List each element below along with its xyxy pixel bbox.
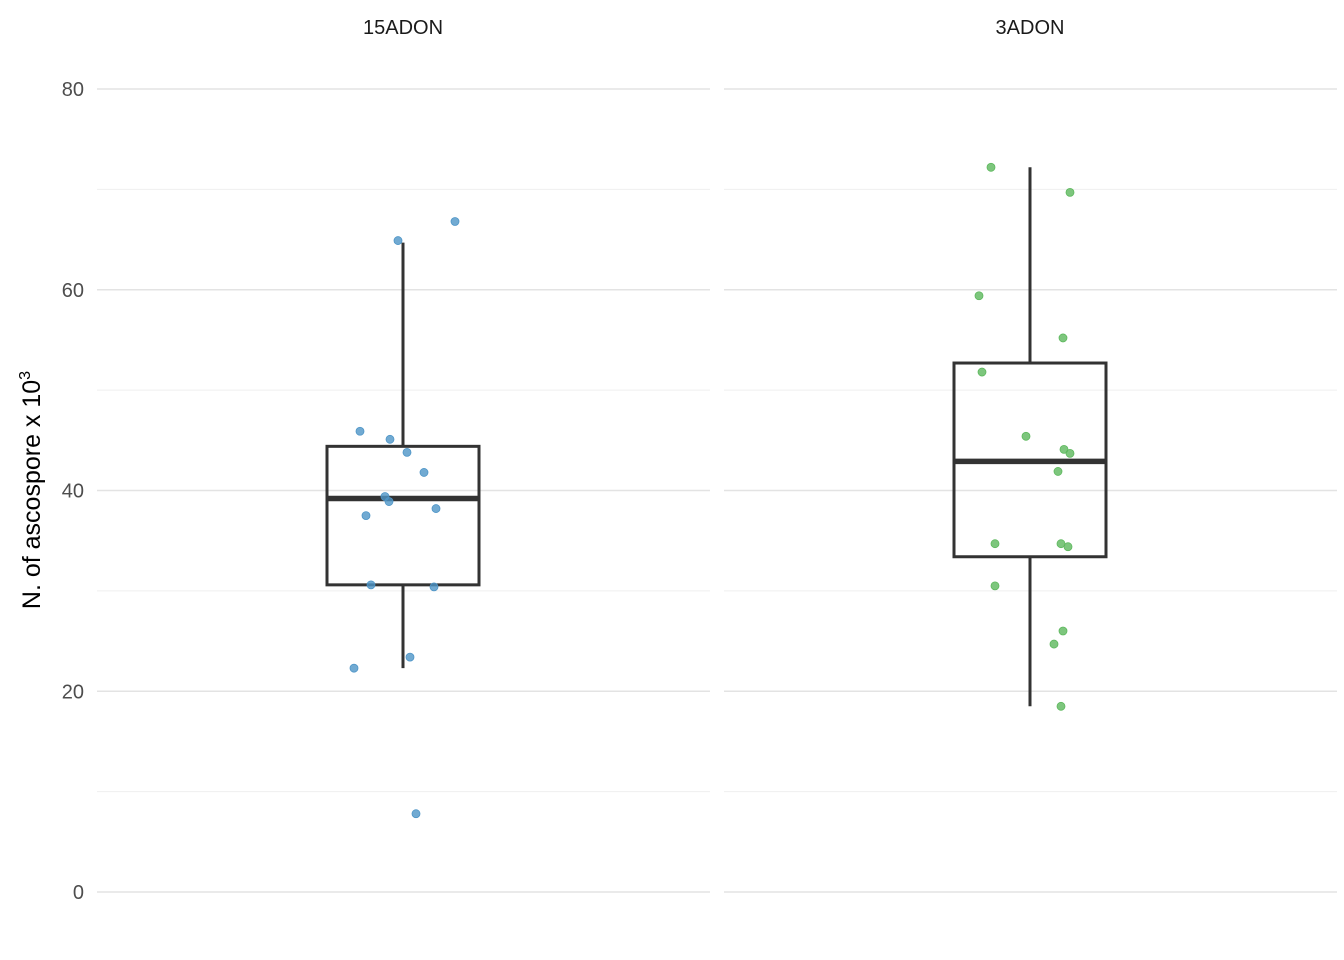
facet-strip-label: 15ADON [363,17,443,39]
data-point [431,504,441,513]
data-point [977,367,987,377]
data-point [419,468,429,477]
data-point [1063,542,1073,552]
data-point [1058,626,1068,636]
data-point [1049,639,1059,649]
data-point [1065,187,1075,197]
data-point [411,809,421,819]
y-tick-label: 20 [62,681,84,703]
data-point [990,581,1000,591]
data-point [405,652,415,662]
facet-panel: 3ADON [952,17,1108,711]
data-point [450,217,460,226]
data-point [361,511,371,520]
iqr-box [325,444,481,587]
grid-layer [97,88,1337,893]
y-tick-label: 80 [62,79,84,101]
y-tick-label: 40 [62,481,84,503]
y-axis-label-superscript: 3 [17,371,34,380]
y-tick-label: 0 [73,882,84,904]
data-point [402,447,412,457]
y-axis-label: N. of ascospore x 103 [17,371,46,609]
data-point [1065,448,1075,458]
data-point [1058,333,1068,343]
data-point [1053,467,1063,476]
data-point [366,580,376,590]
data-point [384,497,394,506]
facets: 15ADON 3ADON [325,17,1108,819]
data-point [990,539,1000,549]
data-point [974,291,984,301]
data-point [1059,444,1069,454]
data-point [349,663,359,673]
data-point [986,162,996,172]
data-point [1056,701,1066,711]
data-point [355,426,365,436]
y-axis-label-text: N. of ascospore x 10 [18,380,46,609]
y-tick-label: 60 [62,280,84,302]
data-point [1021,431,1031,441]
data-point [393,236,403,245]
facet-panel: 15ADON [325,17,481,819]
data-point [429,582,439,592]
y-axis-ticks: 0 20 40 60 80 [62,79,84,904]
data-point [385,434,395,444]
facet-strip-label: 3ADON [996,17,1065,39]
